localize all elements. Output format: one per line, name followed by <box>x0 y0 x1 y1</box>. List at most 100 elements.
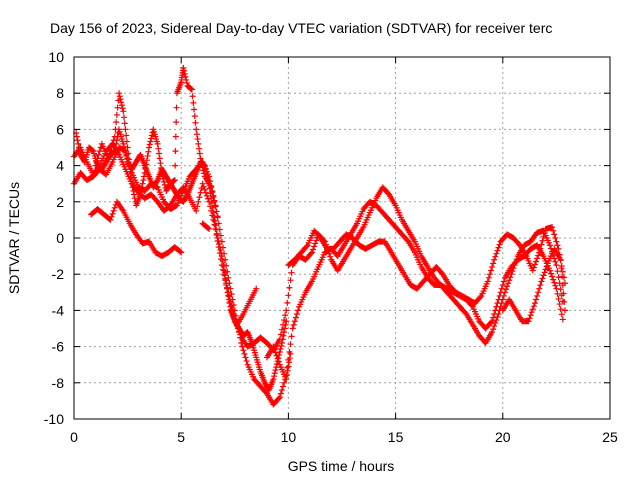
data-point-marker <box>226 300 233 307</box>
data-point-marker <box>230 301 237 308</box>
data-point-marker <box>206 198 213 205</box>
data-point-marker <box>281 325 288 332</box>
data-point-marker <box>560 290 567 297</box>
data-point-marker <box>530 303 537 310</box>
series-sat-e <box>73 126 290 394</box>
data-point-marker <box>477 294 484 301</box>
data-point-marker <box>203 168 210 175</box>
data-point-marker <box>172 148 179 155</box>
data-point-marker <box>222 277 229 284</box>
data-point-marker <box>89 147 96 154</box>
data-point-marker <box>541 229 548 236</box>
data-point-marker <box>282 321 289 328</box>
data-point-marker <box>312 240 319 247</box>
x-tick-label: 15 <box>388 429 404 445</box>
data-point-marker <box>291 318 298 325</box>
y-tick-labels: -10 -8 -6 -4 -2 0 2 4 6 8 10 <box>44 49 64 427</box>
data-point-marker <box>438 269 445 276</box>
y-tick-label: 10 <box>48 49 64 65</box>
data-point-marker <box>215 220 222 227</box>
data-point-marker <box>208 195 215 202</box>
data-point-marker <box>490 314 497 321</box>
data-point-marker <box>561 298 568 305</box>
data-point-marker <box>313 237 320 244</box>
data-point-marker <box>529 267 536 274</box>
y-tick-label: 2 <box>56 194 64 210</box>
data-point-marker <box>192 119 199 126</box>
data-point-marker <box>558 311 565 318</box>
data-point-marker <box>285 363 292 370</box>
data-point-marker <box>148 132 155 139</box>
data-point-marker <box>223 282 230 289</box>
data-point-marker <box>552 282 559 289</box>
data-point-marker <box>216 241 223 248</box>
data-point-marker <box>201 186 208 193</box>
data-point-marker <box>485 274 492 281</box>
data-point-marker <box>494 300 501 307</box>
data-point-marker <box>113 137 120 144</box>
data-point-marker <box>111 148 118 155</box>
data-point-marker <box>543 263 550 270</box>
data-point-marker <box>240 347 247 354</box>
data-point-marker <box>293 311 300 318</box>
data-point-marker <box>73 133 80 140</box>
data-point-marker <box>492 320 499 327</box>
data-point-marker <box>224 289 231 296</box>
data-point-marker <box>120 108 127 115</box>
data-point-marker <box>213 226 220 233</box>
data-point-marker <box>541 269 548 276</box>
data-point-marker <box>559 273 566 280</box>
data-point-marker <box>278 342 285 349</box>
data-point-marker <box>203 171 210 178</box>
data-point-marker <box>118 99 125 106</box>
data-point-marker <box>191 106 198 113</box>
data-point-marker <box>241 350 248 357</box>
data-point-marker <box>119 105 126 112</box>
data-point-marker <box>139 180 146 187</box>
data-point-marker <box>217 232 224 239</box>
data-point-marker <box>492 253 499 260</box>
data-point-marker <box>138 184 145 191</box>
data-point-marker <box>237 334 244 341</box>
data-point-marker <box>189 93 196 100</box>
data-point-marker <box>496 292 503 299</box>
data-point-marker <box>496 241 503 248</box>
data-point-marker <box>161 181 168 188</box>
data-point-marker <box>278 387 285 394</box>
data-point-marker <box>113 119 120 126</box>
data-point-marker <box>548 270 555 277</box>
data-point-marker <box>146 141 153 148</box>
data-point-marker <box>137 191 144 198</box>
data-point-marker <box>499 282 506 289</box>
data-point-marker <box>493 317 500 324</box>
data-point-marker <box>214 213 221 220</box>
data-point-marker <box>153 178 160 185</box>
data-point-marker <box>212 222 219 229</box>
data-point-marker <box>75 140 82 147</box>
data-point-marker <box>202 165 209 172</box>
data-point-marker <box>271 346 278 353</box>
data-point-marker <box>270 343 277 350</box>
data-point-marker <box>495 244 502 251</box>
data-point-marker <box>491 311 498 318</box>
data-point-marker <box>172 133 179 140</box>
data-point-marker <box>200 183 207 190</box>
data-point-marker <box>274 358 281 365</box>
data-point-marker <box>178 249 185 256</box>
data-point-marker <box>221 262 228 269</box>
data-point-marker <box>558 265 565 272</box>
data-point-marker <box>111 204 118 211</box>
data-point-marker <box>111 148 118 155</box>
y-tick-label: -2 <box>52 266 65 282</box>
x-tick-label: 10 <box>281 429 297 445</box>
data-point-marker <box>239 343 246 350</box>
data-point-marker <box>113 111 120 118</box>
data-point-marker <box>207 190 214 197</box>
y-tick-label: 6 <box>56 121 64 137</box>
data-point-marker <box>211 213 218 220</box>
data-point-marker <box>216 244 223 251</box>
data-point-marker <box>196 194 203 201</box>
data-point-marker <box>554 268 561 275</box>
data-point-marker <box>206 225 213 232</box>
data-point-marker <box>95 151 102 158</box>
